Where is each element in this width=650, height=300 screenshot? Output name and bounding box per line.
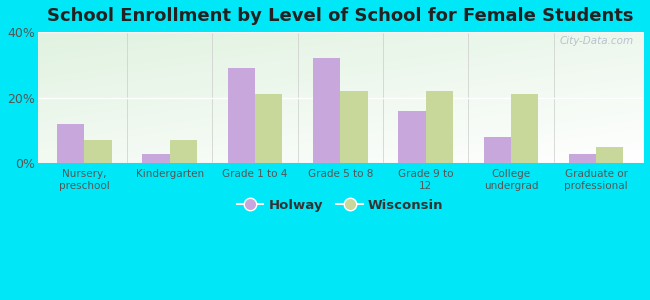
Bar (227, 68, 255, 164)
Bar (142, 154, 170, 164)
Bar (84, 140, 112, 164)
Bar (341, 91, 368, 164)
Bar (426, 91, 453, 164)
Bar (596, 147, 623, 164)
Bar (57, 124, 84, 164)
Bar (255, 94, 282, 164)
Bar (511, 94, 538, 164)
Legend: Holway, Wisconsin: Holway, Wisconsin (232, 194, 449, 217)
Title: School Enrollment by Level of School for Female Students: School Enrollment by Level of School for… (47, 7, 634, 25)
Bar (398, 111, 426, 164)
Text: City-Data.com: City-Data.com (560, 36, 634, 46)
Bar (569, 154, 596, 164)
Bar (484, 137, 511, 164)
Bar (313, 58, 341, 164)
Bar (170, 140, 197, 164)
